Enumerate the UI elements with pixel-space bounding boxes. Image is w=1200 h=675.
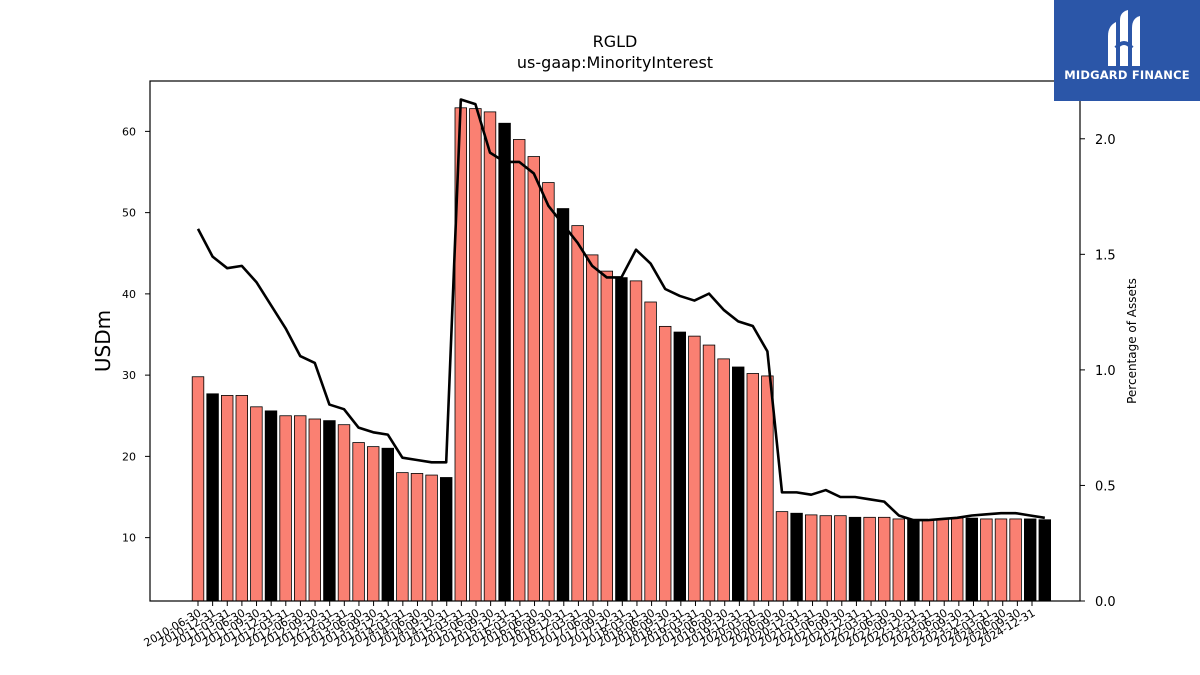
- bar-2010-06-30: [191, 376, 205, 602]
- y-tick-label: 60: [122, 125, 136, 138]
- y-tick-label: 10: [122, 532, 136, 545]
- bar-2017-12-31: [629, 280, 643, 602]
- bar-2021-09-30: [848, 516, 862, 602]
- percentage-of-assets-line: [196, 98, 1046, 522]
- bar-2016-06-30: [542, 182, 555, 602]
- bar-2018-09-30: [673, 331, 687, 602]
- bar-2019-12-31: [746, 373, 760, 602]
- bar-2013-06-30: [366, 446, 380, 602]
- bar-2016-12-31: [571, 225, 584, 602]
- bar-2011-12-31: [279, 415, 292, 602]
- bar-2021-06-30: [834, 515, 847, 602]
- x-axis: 2010-06-302010-12-312011-03-312011-06-30…: [142, 601, 1038, 650]
- y2-tick-label: 1.5: [1095, 248, 1116, 263]
- bar-2024-09-30: [1024, 518, 1037, 602]
- bar-2017-09-30: [615, 277, 628, 602]
- bar-2020-09-30: [790, 512, 803, 602]
- y2-tick-label: 2.0: [1095, 133, 1116, 148]
- bar-2023-03-31: [936, 518, 949, 602]
- midgard-logo-icon: [1108, 10, 1140, 66]
- brand-logo: MIDGARD FINANCE: [1054, 0, 1200, 101]
- bar-2015-03-31: [469, 108, 482, 602]
- bar-2015-12-31: [513, 139, 526, 602]
- bar-2022-09-30: [907, 519, 920, 602]
- bar-2018-12-31: [688, 335, 701, 602]
- bar-2022-03-31: [878, 516, 891, 602]
- brand-name: MIDGARD FINANCE: [1064, 68, 1190, 82]
- y2-tick-label: 0.0: [1095, 595, 1116, 610]
- chart-title: RGLD: [592, 32, 638, 51]
- bar-2011-06-30: [250, 406, 263, 602]
- bar-2012-06-30: [308, 418, 322, 602]
- bar-2013-09-30: [381, 447, 395, 602]
- y-axis-label: USDm: [91, 310, 115, 372]
- bar-2023-06-30: [951, 517, 964, 602]
- bar-2016-03-31: [527, 156, 541, 602]
- y-axis-left: 10 20 30 40 50 60: [122, 125, 150, 545]
- chart-subtitle: us-gaap:MinorityInterest: [516, 53, 714, 72]
- bar-2014-09-30: [439, 477, 453, 602]
- y-tick-label: 50: [122, 207, 136, 220]
- bar-2017-06-30: [600, 270, 614, 602]
- y-tick-label: 20: [122, 450, 136, 463]
- bar-2012-03-31: [293, 415, 307, 602]
- bar-2019-09-30: [732, 366, 745, 602]
- y2-axis-label: Percentage of Assets: [1125, 278, 1139, 404]
- y2-tick-label: 0.5: [1095, 479, 1116, 494]
- bar-2022-12-31: [921, 519, 935, 602]
- bar-2013-03-31: [352, 442, 365, 602]
- y2-tick-label: 1.0: [1095, 364, 1116, 379]
- bar-2023-12-31: [980, 518, 993, 602]
- bar-2015-06-30: [483, 111, 497, 602]
- bar-2012-12-31: [337, 424, 351, 602]
- bar-2011-09-30: [264, 410, 278, 602]
- bar-2018-06-30: [659, 325, 672, 602]
- bar-series: [191, 107, 1052, 602]
- bar-2014-06-30: [425, 474, 438, 602]
- y-tick-label: 30: [122, 369, 136, 382]
- bar-2014-03-31: [410, 473, 424, 602]
- bar-2019-06-30: [717, 358, 730, 602]
- bar-2024-12-31: [1038, 519, 1052, 602]
- plot-frame: [149, 80, 1081, 602]
- bar-2017-03-31: [586, 254, 599, 602]
- y-tick-label: 40: [122, 288, 136, 301]
- bar-2011-03-31: [235, 395, 249, 602]
- line-series: [196, 98, 1046, 522]
- bar-2016-09-30: [556, 208, 570, 602]
- y-axis-right: 0.0 0.5 1.0 1.5 2.0: [1080, 133, 1116, 610]
- bar-2020-03-31: [761, 375, 774, 602]
- bar-2024-03-31: [994, 518, 1008, 602]
- bar-2020-12-31: [805, 514, 818, 602]
- bar-2023-09-30: [965, 517, 979, 602]
- bar-2020-06-30: [775, 511, 789, 602]
- bar-2013-12-31: [396, 472, 409, 602]
- bar-2010-09-30: [206, 393, 219, 602]
- bar-2015-09-30: [498, 122, 511, 602]
- bar-2024-06-30: [1009, 518, 1022, 602]
- bar-2021-03-31: [819, 515, 833, 602]
- bar-2021-12-31: [863, 516, 876, 602]
- bar-2019-03-31: [702, 344, 716, 602]
- bar-2010-12-31: [220, 395, 234, 602]
- bar-2022-06-30: [892, 518, 906, 602]
- bar-2018-03-31: [644, 301, 657, 602]
- bar-2012-09-30: [323, 420, 336, 602]
